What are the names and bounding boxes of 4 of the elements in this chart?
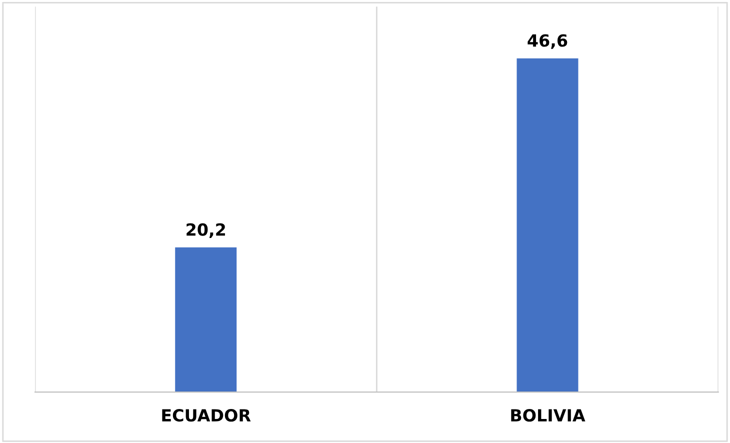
data-label: 46,6 bbox=[528, 34, 568, 49]
data-label: 20,2 bbox=[186, 223, 225, 238]
x-tick-label: BOLIVIA bbox=[511, 409, 586, 422]
x-tick-label: ECUADOR bbox=[162, 409, 251, 422]
